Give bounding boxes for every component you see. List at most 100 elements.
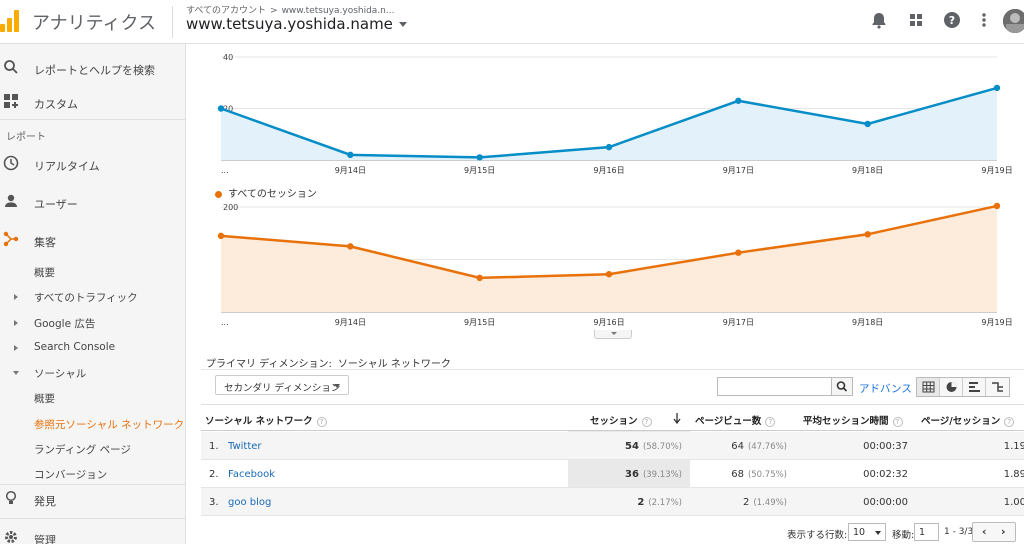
performance-view-button[interactable] bbox=[963, 378, 986, 396]
gear-icon bbox=[5, 531, 17, 543]
advanced-filter-link[interactable]: アドバンス bbox=[859, 383, 912, 395]
goto-page-input[interactable]: 1 bbox=[914, 523, 939, 541]
x-tick-label: 9月17日 bbox=[723, 318, 754, 327]
x-tick-label: 9月14日 bbox=[335, 318, 366, 327]
analytics-logo-icon[interactable] bbox=[0, 10, 22, 32]
pivot-icon bbox=[992, 382, 1003, 392]
sessions-cell: 2 (2.17%) bbox=[637, 497, 682, 508]
secondary-dimension-dropdown[interactable]: セカンダリ ディメンション bbox=[215, 375, 349, 395]
sidebar-subitem-network-referrals[interactable]: 参照元ソーシャル ネットワーク bbox=[0, 413, 186, 433]
column-header-sessions[interactable]: セッション? bbox=[590, 413, 652, 427]
pie-view-button[interactable] bbox=[940, 378, 963, 396]
bell-icon[interactable] bbox=[869, 10, 889, 30]
sidebar-item-label: ユーザー bbox=[34, 198, 78, 211]
column-header-pages-per-session[interactable]: ページ/セッション? bbox=[921, 413, 1015, 427]
sidebar-subitem-label: すべてのトラフィック bbox=[34, 292, 138, 304]
table-search-button[interactable] bbox=[831, 377, 853, 396]
help-icon[interactable]: ? bbox=[765, 416, 776, 427]
chart-legend: すべてのセッション bbox=[215, 185, 317, 200]
sidebar-item-users[interactable]: ユーザー bbox=[0, 188, 186, 216]
network-link[interactable]: Twitter bbox=[228, 441, 262, 452]
apps-icon[interactable] bbox=[906, 10, 926, 30]
grid-icon bbox=[922, 381, 935, 393]
sidebar-subitem-conversions[interactable]: コンバージョン bbox=[0, 463, 186, 483]
data-point bbox=[347, 151, 354, 159]
help-icon[interactable]: ? bbox=[641, 416, 652, 427]
row-index: 2. bbox=[209, 469, 219, 480]
next-page-button[interactable]: › bbox=[1001, 525, 1006, 538]
rows-per-page-select[interactable]: 10 bbox=[848, 523, 886, 541]
sidebar-subitem-label: ソーシャル bbox=[34, 368, 87, 380]
help-icon[interactable]: ? bbox=[1004, 416, 1015, 427]
header-divider bbox=[172, 6, 173, 38]
sidebar: レポートとヘルプを検索 カスタム レポート リアルタイム ユーザー 集客 概要 … bbox=[0, 44, 186, 544]
network-link[interactable]: Facebook bbox=[228, 469, 275, 480]
pie-chart-icon bbox=[946, 382, 957, 392]
person-icon bbox=[5, 194, 17, 207]
search-icon bbox=[4, 60, 18, 74]
x-tick-label: 9月18日 bbox=[852, 318, 883, 327]
sidebar-subitem-search-console[interactable]: Search Console bbox=[0, 337, 186, 357]
expand-right-icon bbox=[14, 294, 18, 300]
data-point bbox=[476, 274, 483, 282]
row-index: 1. bbox=[209, 441, 219, 452]
series-area bbox=[221, 205, 997, 312]
x-tick-label: ... bbox=[221, 318, 229, 327]
sidebar-item-custom[interactable]: カスタム bbox=[0, 88, 186, 116]
sidebar-subitem-label: Search Console bbox=[34, 341, 116, 353]
sidebar-subitem-overview[interactable]: 概要 bbox=[0, 261, 186, 281]
sidebar-subitem-all-traffic[interactable]: すべてのトラフィック bbox=[0, 286, 186, 306]
series-area bbox=[221, 87, 997, 160]
sidebar-item-realtime[interactable]: リアルタイム bbox=[0, 150, 186, 178]
x-tick-label: 9月16日 bbox=[593, 166, 624, 175]
expand-down-icon bbox=[13, 371, 19, 375]
data-point bbox=[217, 105, 225, 112]
avg-session-cell: 00:02:32 bbox=[863, 469, 908, 480]
table-row: 3. goo blog 2 (2.17%) 2 (1.49%) 00:00:00 1… bbox=[201, 488, 1024, 516]
sidebar-subitem-label: 概要 bbox=[34, 393, 55, 405]
data-point bbox=[605, 271, 613, 278]
goto-label: 移動: bbox=[892, 530, 915, 541]
sidebar-subitem-social-overview[interactable]: 概要 bbox=[0, 387, 186, 407]
x-tick-label: 9月19日 bbox=[981, 166, 1012, 175]
prev-page-button[interactable]: ‹ bbox=[982, 525, 987, 538]
property-selector[interactable]: www.tetsuya.yoshida.name bbox=[186, 15, 407, 33]
chart-expand-handle[interactable] bbox=[594, 330, 632, 339]
pivot-view-button[interactable] bbox=[986, 378, 1009, 396]
primary-dimension-value[interactable]: ソーシャル ネットワーク bbox=[337, 359, 451, 370]
column-header-pageviews[interactable]: ページビュー数? bbox=[695, 413, 776, 427]
more-vert-icon[interactable] bbox=[974, 10, 994, 30]
sidebar-item-label: 集客 bbox=[34, 236, 56, 249]
avatar[interactable] bbox=[1003, 9, 1024, 33]
sidebar-subitem-landing-pages[interactable]: ランディング ページ bbox=[0, 438, 186, 458]
sidebar-item-admin[interactable]: 管理 bbox=[0, 524, 186, 544]
sidebar-divider bbox=[0, 484, 186, 485]
svg-text:?: ? bbox=[949, 14, 955, 27]
sort-descending-icon[interactable] bbox=[673, 413, 681, 424]
sidebar-subitem-google-ads[interactable]: Google 広告 bbox=[0, 312, 186, 332]
lightbulb-icon bbox=[5, 490, 17, 504]
sidebar-item-label: 管理 bbox=[34, 534, 56, 544]
primary-dimension: プライマリ ディメンション: ソーシャル ネットワーク bbox=[206, 355, 451, 370]
toolbar-divider bbox=[201, 369, 1024, 370]
column-header-avg-session[interactable]: 平均セッション時間? bbox=[803, 413, 903, 427]
avg-session-cell: 00:00:00 bbox=[863, 497, 908, 508]
search-icon bbox=[836, 381, 848, 392]
account-breadcrumb[interactable]: すべてのアカウント > www.tetsuya.yoshida.n... bbox=[186, 3, 394, 16]
sidebar-subitem-label: 概要 bbox=[34, 267, 55, 279]
sidebar-item-discover[interactable]: 発見 bbox=[0, 485, 186, 513]
data-point bbox=[864, 120, 871, 128]
avg-session-cell: 00:00:37 bbox=[863, 441, 908, 452]
y-tick-label: 20 bbox=[223, 105, 233, 114]
help-icon[interactable]: ? bbox=[942, 10, 962, 30]
sidebar-subitem-social[interactable]: ソーシャル bbox=[0, 362, 186, 382]
sidebar-item-acquisition[interactable]: 集客 bbox=[0, 226, 186, 254]
help-icon[interactable]: ? bbox=[892, 416, 903, 427]
table-view-button[interactable] bbox=[917, 378, 940, 396]
table-search-input[interactable] bbox=[717, 377, 832, 396]
sidebar-search[interactable]: レポートとヘルプを検索 bbox=[0, 54, 186, 82]
network-link[interactable]: goo blog bbox=[228, 497, 272, 508]
column-header-network[interactable]: ソーシャル ネットワーク? bbox=[205, 413, 327, 427]
x-tick-label: 9月15日 bbox=[464, 318, 495, 327]
help-icon[interactable]: ? bbox=[316, 416, 327, 427]
